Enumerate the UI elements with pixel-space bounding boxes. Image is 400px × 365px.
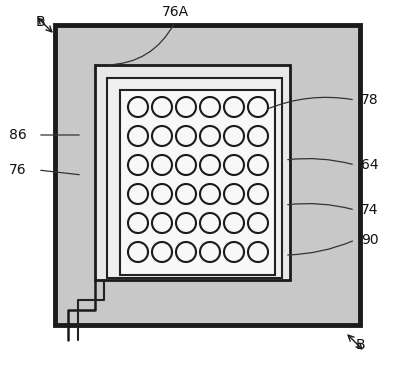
Text: 78: 78	[361, 93, 379, 107]
Text: B: B	[35, 15, 45, 29]
Text: B: B	[355, 338, 365, 352]
Bar	[95, 65, 290, 280]
Text: 90: 90	[361, 233, 379, 247]
Bar	[107, 78, 282, 278]
Text: 64: 64	[361, 158, 379, 172]
Bar	[55, 25, 360, 325]
Text: 74: 74	[361, 203, 379, 217]
Text: 76: 76	[9, 163, 27, 177]
Bar	[120, 90, 275, 275]
Text: 76A: 76A	[162, 5, 188, 19]
Text: 86: 86	[9, 128, 27, 142]
